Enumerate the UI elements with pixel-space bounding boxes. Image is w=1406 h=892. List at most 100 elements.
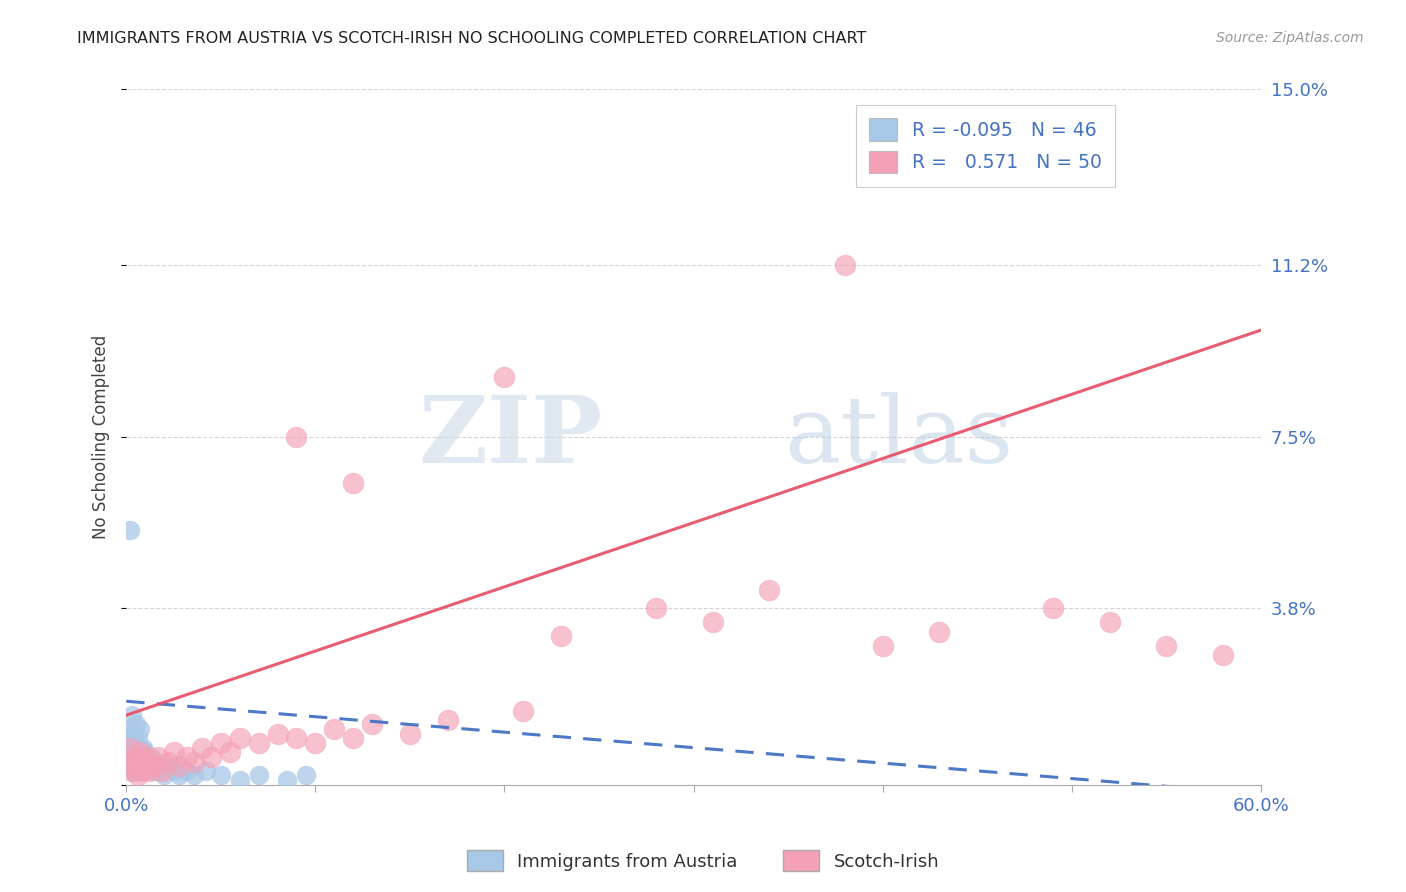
Point <box>156 759 179 773</box>
Point <box>342 476 364 491</box>
Point <box>436 713 458 727</box>
Point <box>229 773 252 788</box>
Point <box>758 582 780 597</box>
Point <box>644 601 666 615</box>
Point <box>131 764 153 778</box>
Point <box>125 759 148 773</box>
Point <box>143 759 166 773</box>
Point <box>702 615 724 630</box>
Point <box>150 764 173 778</box>
Point <box>342 731 364 746</box>
Point <box>304 736 326 750</box>
Text: Source: ZipAtlas.com: Source: ZipAtlas.com <box>1216 31 1364 45</box>
Point <box>128 745 150 759</box>
Point <box>127 750 149 764</box>
Point <box>128 745 150 759</box>
Point <box>120 764 142 778</box>
Point <box>117 755 139 769</box>
Legend: R = -0.095   N = 46, R =   0.571   N = 50: R = -0.095 N = 46, R = 0.571 N = 50 <box>856 105 1115 186</box>
Point <box>148 750 170 764</box>
Point <box>247 768 270 782</box>
Point <box>183 755 205 769</box>
Point <box>125 745 148 759</box>
Point <box>138 764 160 778</box>
Point <box>176 750 198 764</box>
Point <box>139 750 162 764</box>
Legend: Immigrants from Austria, Scotch-Irish: Immigrants from Austria, Scotch-Irish <box>460 843 946 879</box>
Point <box>872 639 894 653</box>
Point <box>162 764 184 778</box>
Point <box>128 722 150 736</box>
Point <box>219 745 242 759</box>
Point <box>229 731 252 746</box>
Point <box>138 759 160 773</box>
Point <box>122 750 145 764</box>
Point <box>132 759 155 773</box>
Point <box>136 755 159 769</box>
Point <box>153 768 176 782</box>
Point <box>127 764 149 778</box>
Point <box>167 759 190 773</box>
Point <box>120 740 142 755</box>
Point <box>834 258 856 272</box>
Point <box>120 523 142 537</box>
Point <box>191 740 214 755</box>
Point <box>285 731 308 746</box>
Point <box>266 727 288 741</box>
Point <box>134 759 156 773</box>
Point <box>361 717 384 731</box>
Point <box>194 764 217 778</box>
Point <box>122 764 145 778</box>
Point <box>928 624 950 639</box>
Point <box>132 740 155 755</box>
Point <box>134 745 156 759</box>
Point <box>323 722 346 736</box>
Point <box>127 731 149 746</box>
Point <box>399 727 422 741</box>
Point <box>139 755 162 769</box>
Point <box>127 768 149 782</box>
Point <box>117 755 139 769</box>
Point <box>1156 639 1178 653</box>
Text: atlas: atlas <box>785 392 1014 482</box>
Point <box>183 768 205 782</box>
Text: ZIP: ZIP <box>419 392 603 482</box>
Point <box>285 430 308 444</box>
Point <box>117 731 139 746</box>
Point <box>143 755 166 769</box>
Y-axis label: No Schooling Completed: No Schooling Completed <box>93 334 110 539</box>
Point <box>122 727 145 741</box>
Point <box>125 759 148 773</box>
Point <box>176 764 198 778</box>
Point <box>131 750 153 764</box>
Point <box>134 764 156 778</box>
Point <box>512 704 534 718</box>
Point <box>142 764 165 778</box>
Point <box>120 745 142 759</box>
Text: IMMIGRANTS FROM AUSTRIA VS SCOTCH-IRISH NO SCHOOLING COMPLETED CORRELATION CHART: IMMIGRANTS FROM AUSTRIA VS SCOTCH-IRISH … <box>77 31 866 46</box>
Point <box>145 764 167 778</box>
Point <box>121 764 143 778</box>
Point <box>167 768 190 782</box>
Point <box>149 759 172 773</box>
Point <box>276 773 298 788</box>
Point <box>128 759 150 773</box>
Point <box>209 768 232 782</box>
Point <box>247 736 270 750</box>
Point <box>121 708 143 723</box>
Point <box>162 745 184 759</box>
Point <box>121 759 143 773</box>
Point <box>550 629 572 643</box>
Point <box>131 764 153 778</box>
Point <box>132 755 155 769</box>
Point <box>1212 648 1234 662</box>
Point <box>1042 601 1064 615</box>
Point <box>494 369 516 384</box>
Point <box>1098 615 1121 630</box>
Point <box>122 750 145 764</box>
Point <box>156 755 179 769</box>
Point <box>125 717 148 731</box>
Point <box>209 736 232 750</box>
Point <box>295 768 318 782</box>
Point <box>121 740 143 755</box>
